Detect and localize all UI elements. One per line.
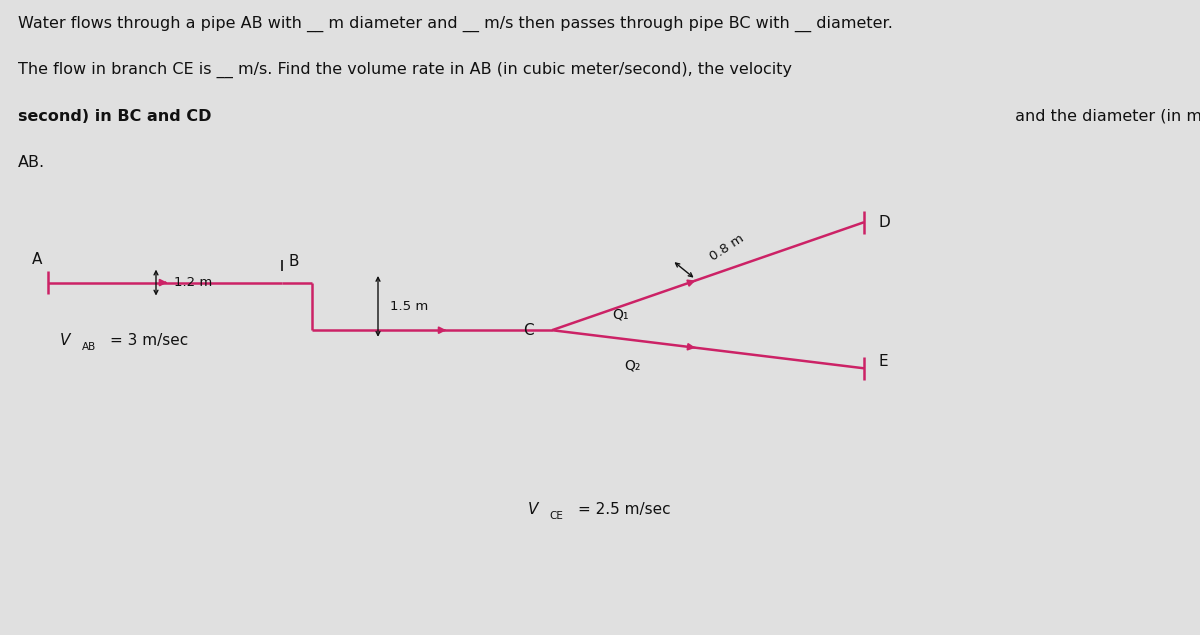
Text: 1.5 m: 1.5 m bbox=[390, 300, 428, 313]
Text: AB.: AB. bbox=[18, 155, 46, 170]
Text: Q₂: Q₂ bbox=[624, 358, 641, 372]
Text: C: C bbox=[523, 323, 534, 338]
Text: second) in BC and CD: second) in BC and CD bbox=[18, 109, 211, 124]
Text: 0.8 m: 0.8 m bbox=[708, 232, 746, 264]
Text: E: E bbox=[878, 354, 888, 370]
Text: = 3 m/sec: = 3 m/sec bbox=[110, 333, 188, 349]
Text: V: V bbox=[528, 502, 539, 517]
Text: D: D bbox=[878, 215, 890, 230]
Text: and the diameter (in meter) of CE if CD is __ m in diameter and carries: and the diameter (in meter) of CE if CD … bbox=[1010, 109, 1200, 125]
Text: A: A bbox=[31, 251, 42, 267]
Text: AB: AB bbox=[82, 342, 96, 352]
Text: Q₁: Q₁ bbox=[612, 307, 629, 321]
Text: CE: CE bbox=[550, 511, 564, 521]
Text: 1.2 m: 1.2 m bbox=[174, 276, 212, 289]
Text: B: B bbox=[288, 253, 299, 269]
Text: V: V bbox=[60, 333, 71, 349]
Text: The flow in branch CE is __ m/s. Find the volume rate in AB (in cubic meter/seco: The flow in branch CE is __ m/s. Find th… bbox=[18, 62, 797, 79]
Text: Water flows through a pipe AB with __ m diameter and __ m/s then passes through : Water flows through a pipe AB with __ m … bbox=[18, 16, 893, 32]
Text: = 2.5 m/sec: = 2.5 m/sec bbox=[578, 502, 671, 517]
